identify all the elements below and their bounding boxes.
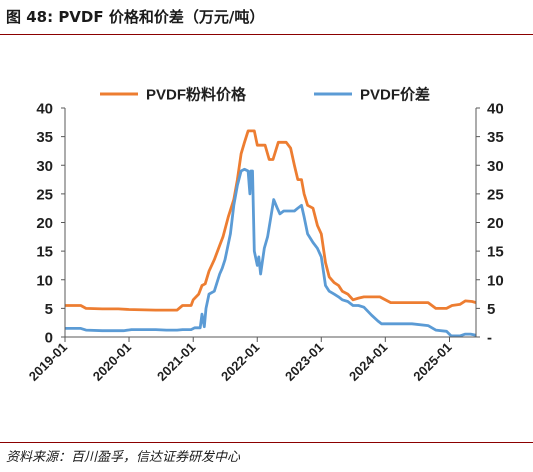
y-right-tick-label: 40 — [487, 101, 504, 118]
footer-rule — [0, 442, 533, 443]
y-left-tick-label: 0 — [45, 330, 53, 347]
y-right-tick-label: - — [487, 330, 492, 347]
y-left-tick-label: 35 — [36, 129, 53, 146]
series-line-2 — [65, 167, 477, 338]
legend-label-2: PVDF价差 — [360, 86, 430, 104]
legend-label-1: PVDF粉料价格 — [146, 86, 247, 104]
y-right-tick-label: 20 — [487, 215, 504, 232]
y-right-tick-label: 10 — [487, 272, 504, 289]
y-left-tick-label: 30 — [36, 158, 53, 175]
y-right-tick-label: 5 — [487, 301, 495, 318]
x-tick-label: 2021-01 — [154, 340, 198, 384]
x-tick-label: 2023-01 — [282, 340, 326, 384]
x-tick-label: 2025-01 — [410, 340, 454, 384]
series-layer — [65, 129, 477, 338]
series-line-1 — [65, 129, 477, 312]
y-left-tick-label: 20 — [36, 215, 53, 232]
x-tick-label: 2022-01 — [218, 340, 262, 384]
y-left-tick-label: 5 — [45, 301, 53, 318]
y-left-tick-label: 15 — [36, 244, 53, 261]
figure-title: 图 48: PVDF 价格和价差（万元/吨） — [6, 8, 265, 26]
chart: PVDF粉料价格 PVDF价差 0510152025303540-51015202… — [26, 86, 504, 384]
y-right-tick-label: 25 — [487, 186, 504, 203]
y-right-tick-label: 35 — [487, 129, 504, 146]
y-left-tick-label: 40 — [36, 101, 53, 118]
y-right-tick-label: 15 — [487, 244, 504, 261]
legend: PVDF粉料价格 PVDF价差 — [100, 86, 430, 104]
y-right-tick-label: 30 — [487, 158, 504, 175]
title-rule — [0, 34, 533, 35]
y-left-tick-label: 10 — [36, 272, 53, 289]
y-left-tick-label: 25 — [36, 186, 53, 203]
source-note: 资料来源：百川盈孚，信达证券研发中心 — [6, 450, 241, 465]
x-tick-label: 2020-01 — [90, 340, 134, 384]
x-tick-label: 2024-01 — [346, 340, 390, 384]
